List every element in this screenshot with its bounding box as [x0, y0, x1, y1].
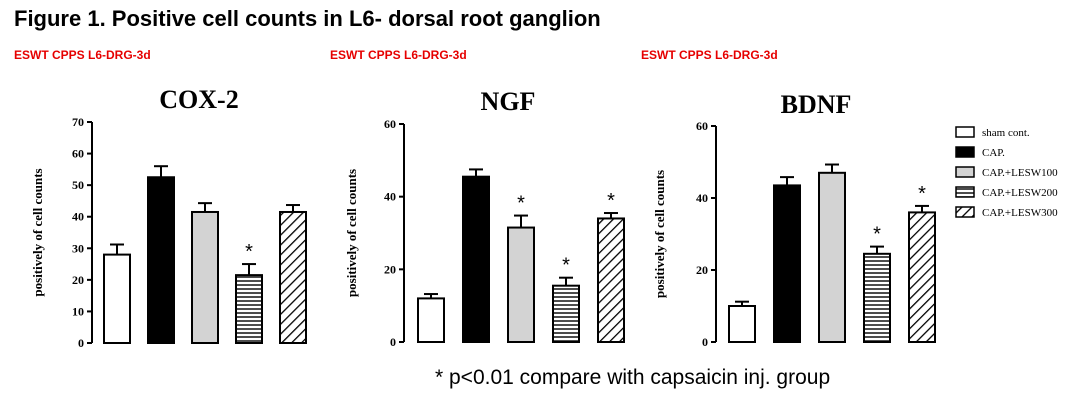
- panel-label-bdnf: ESWT CPPS L6-DRG-3d: [641, 48, 778, 62]
- y-tick-label: 20: [696, 263, 708, 277]
- y-tick-label: 10: [72, 304, 84, 318]
- legend-swatch: [955, 166, 975, 178]
- y-tick-label: 40: [72, 210, 84, 224]
- legend-swatch: [955, 186, 975, 198]
- y-tick-label: 30: [72, 241, 84, 255]
- y-axis-label: positively of cell counts: [344, 169, 359, 297]
- y-tick-label: 60: [72, 147, 84, 161]
- bar: [552, 284, 580, 343]
- bar: [279, 210, 307, 344]
- y-tick-label: 60: [384, 117, 396, 131]
- bar: [773, 184, 801, 343]
- y-tick-label: 50: [72, 178, 84, 192]
- legend: sham cont. CAP. CAP.+LESW100 CAP.+LESW200 CA…: [955, 126, 1058, 219]
- legend-swatch: [955, 206, 975, 218]
- significance-star: *: [918, 183, 926, 205]
- bar: [863, 252, 891, 343]
- legend-label: CAP.+LESW200: [982, 187, 1058, 199]
- bar: [103, 253, 131, 345]
- legend-item: CAP.+LESW300: [955, 206, 1058, 219]
- y-tick-label: 40: [384, 190, 396, 204]
- y-tick-label: 60: [696, 119, 708, 133]
- y-axis-label: positively of cell counts: [652, 170, 667, 298]
- panel-label-ngf: ESWT CPPS L6-DRG-3d: [330, 48, 467, 62]
- significance-star: *: [245, 241, 253, 263]
- significance-footnote: * p<0.01 compare with capsaicin inj. gro…: [435, 366, 831, 389]
- significance-star: *: [562, 255, 570, 277]
- bar: [908, 211, 936, 343]
- bar: [507, 226, 535, 343]
- y-axis-label: positively of cell counts: [30, 168, 45, 296]
- chart-ngf: NGF positively of cell counts 0 20 40 60 * * *: [344, 87, 625, 349]
- bar: [462, 175, 490, 343]
- legend-item: CAP.: [955, 146, 1005, 159]
- y-tick-label: 40: [696, 191, 708, 205]
- bar: [147, 176, 175, 344]
- chart-title: NGF: [481, 87, 536, 116]
- significance-star: *: [607, 190, 615, 212]
- significance-star: *: [873, 224, 881, 246]
- chart-bdnf: BDNF positively of cell counts 0 20 40 60 * *: [652, 90, 936, 349]
- chart-cox2: COX-2 positively of cell counts 0 10 20 30 40 5…: [30, 85, 307, 350]
- y-tick-label: 0: [702, 335, 708, 349]
- legend-item: sham cont.: [955, 126, 1030, 139]
- legend-item: CAP.+LESW200: [955, 186, 1058, 199]
- y-tick-label: 20: [72, 273, 84, 287]
- y-tick-label: 70: [72, 115, 84, 129]
- panel-label-cox2: ESWT CPPS L6-DRG-3d: [14, 48, 151, 62]
- bar: [235, 274, 263, 344]
- y-tick-label: 0: [390, 335, 396, 349]
- legend-label: CAP.: [982, 147, 1005, 159]
- legend-swatch: [955, 126, 975, 138]
- bar: [597, 217, 625, 343]
- legend-item: CAP.+LESW100: [955, 166, 1058, 179]
- bar: [191, 210, 219, 344]
- significance-star: *: [517, 193, 525, 215]
- bar: [417, 297, 445, 343]
- legend-label: CAP.+LESW100: [982, 167, 1058, 179]
- bar: [728, 305, 756, 343]
- chart-title: BDNF: [781, 90, 852, 119]
- bar: [818, 171, 846, 343]
- figure-title: Figure 1. Positive cell counts in L6- do…: [14, 6, 601, 31]
- y-tick-label: 20: [384, 262, 396, 276]
- legend-swatch: [955, 146, 975, 158]
- chart-title: COX-2: [159, 85, 238, 114]
- legend-label: sham cont.: [982, 127, 1030, 139]
- y-tick-label: 0: [78, 336, 84, 350]
- legend-label: CAP.+LESW300: [982, 207, 1058, 219]
